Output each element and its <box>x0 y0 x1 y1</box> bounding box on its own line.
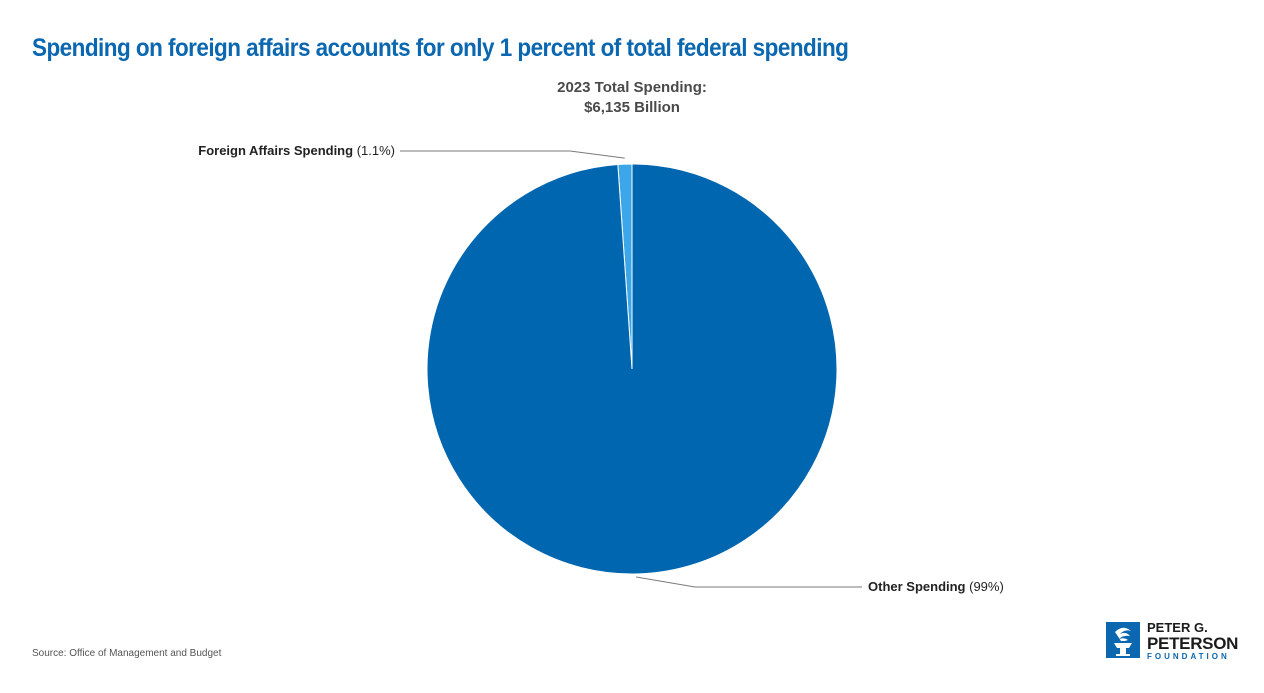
label-foreign-affairs: Foreign Affairs Spending (1.1%) <box>198 143 395 158</box>
leader-line-other-spending <box>636 576 862 588</box>
torch-icon <box>1106 622 1140 658</box>
source-note: Source: Office of Management and Budget <box>32 648 222 659</box>
logo-text: PETER G. PETERSON FOUNDATION <box>1147 620 1238 662</box>
label-foreign-affairs-name: Foreign Affairs Spending <box>198 143 354 158</box>
label-foreign-affairs-value: (1.1%) <box>356 143 395 158</box>
logo-line-1: PETER G. <box>1147 620 1208 635</box>
logo-line-3: FOUNDATION <box>1147 652 1230 661</box>
subtitle-line-2: $6,135 Billion <box>584 99 680 116</box>
chart-subtitle: 2023 Total Spending: $6,135 Billion <box>532 78 732 118</box>
page-title: Spending on foreign affairs accounts for… <box>32 34 849 62</box>
subtitle-line-1: 2023 Total Spending: <box>557 79 707 96</box>
pie-slice-other-spending <box>426 163 838 575</box>
label-other-spending: Other Spending (99%) <box>868 579 1004 594</box>
logo-line-2: PETERSON <box>1147 634 1239 653</box>
label-other-spending-name: Other Spending <box>868 579 966 594</box>
peterson-foundation-logo: PETER G. PETERSON FOUNDATION <box>1106 620 1238 662</box>
leader-line-foreign-affairs <box>400 150 625 159</box>
label-other-spending-value: (99%) <box>969 579 1004 594</box>
